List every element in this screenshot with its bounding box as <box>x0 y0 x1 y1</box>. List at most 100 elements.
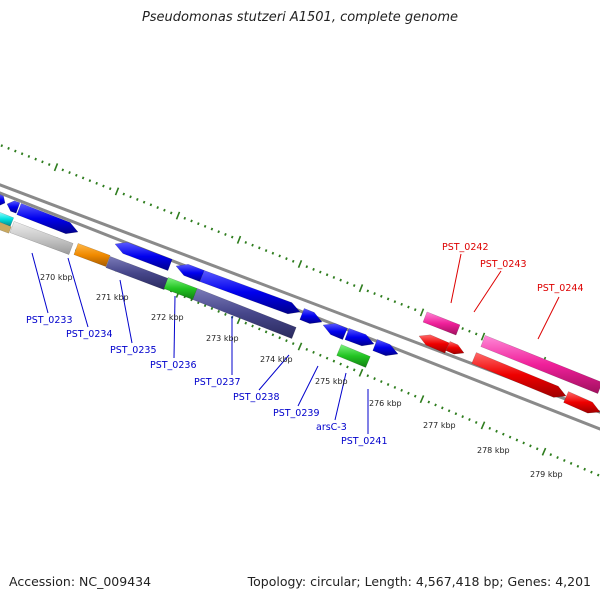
tick-mark <box>312 267 315 271</box>
tick-mark <box>480 421 486 430</box>
tick-mark <box>305 347 309 351</box>
tick-mark <box>20 152 24 156</box>
gene-label-pst-0237[interactable]: PST_0237 <box>194 377 241 388</box>
tick-mark <box>114 187 120 196</box>
tick-mark <box>312 350 315 354</box>
tick-mark <box>366 374 370 378</box>
tick-mark <box>393 300 397 304</box>
tick-mark <box>373 377 376 381</box>
leader-line <box>31 252 49 314</box>
tick-mark <box>576 464 580 468</box>
tick-mark <box>203 304 207 308</box>
tick-mark <box>129 195 132 199</box>
tick-mark <box>468 418 471 422</box>
tick-mark <box>461 415 464 419</box>
gene-label-pst-0239[interactable]: PST_0239 <box>273 408 320 419</box>
tick-mark <box>251 324 254 328</box>
gene-arrow <box>199 270 301 315</box>
tick-mark <box>596 473 600 477</box>
gene-arrow <box>0 194 6 206</box>
gene-arrow <box>9 221 74 255</box>
gene-track <box>0 194 600 414</box>
gene-label-arsc-3[interactable]: arsC-3 <box>316 422 347 433</box>
tick-mark <box>297 342 303 351</box>
tick-mark <box>508 435 512 439</box>
tick-mark <box>380 294 383 298</box>
tick-mark <box>332 275 336 279</box>
gene-label-pst-0242[interactable]: PST_0242 <box>442 242 489 253</box>
tick-mark <box>515 438 519 442</box>
tick-mark <box>0 144 4 148</box>
gene-arrow <box>6 200 21 214</box>
tick-mark <box>258 246 261 250</box>
tick-mark <box>441 406 444 410</box>
tick-mark <box>358 368 364 377</box>
tick-mark <box>535 447 539 451</box>
leader-line <box>173 295 176 359</box>
tick-mark <box>556 456 559 460</box>
tick-mark <box>495 429 498 433</box>
tick-mark <box>47 163 51 166</box>
gene-label-pst-0244[interactable]: PST_0244 <box>537 283 584 294</box>
tick-mark <box>149 203 153 207</box>
tick-mark <box>319 270 322 274</box>
tick-mark <box>285 257 288 261</box>
gene-arrow <box>372 339 399 356</box>
gene-label-pst-0233[interactable]: PST_0233 <box>26 315 73 326</box>
gene-arrow <box>0 222 12 234</box>
tick-mark <box>197 301 200 305</box>
tick-mark <box>332 359 336 363</box>
tick-mark <box>413 394 417 398</box>
tick-mark <box>230 235 234 239</box>
tick-mark <box>264 249 268 253</box>
tick-mark <box>278 254 281 258</box>
tick-mark <box>183 216 187 220</box>
tick-mark <box>68 171 71 175</box>
tick-mark <box>244 241 248 244</box>
tick-mark <box>258 327 261 331</box>
gene-label-pst-0238[interactable]: PST_0238 <box>233 392 280 403</box>
gene-label-pst-0234[interactable]: PST_0234 <box>66 329 113 340</box>
tick-mark <box>380 380 383 384</box>
tick-mark <box>346 281 349 285</box>
leader-line <box>258 354 290 391</box>
tick-mark <box>386 383 390 386</box>
gene-arrow <box>114 241 173 271</box>
leader-line <box>297 365 319 407</box>
tick-mark <box>136 198 139 201</box>
gene-arrow <box>422 311 461 336</box>
scale-labels: 270 kbp 271 kbp 272 kbp 273 kbp 274 kbp … <box>40 273 563 479</box>
tick-mark <box>102 184 105 188</box>
leader-line <box>67 257 89 328</box>
scale-label: 271 kbp <box>96 293 129 302</box>
tick-mark <box>461 327 464 330</box>
tick-mark <box>95 181 98 185</box>
tick-mark <box>419 308 425 317</box>
tick-mark <box>569 461 573 465</box>
gene-arrow <box>73 243 111 267</box>
tick-mark <box>352 368 356 372</box>
gene-arrow <box>563 391 600 414</box>
tick-mark <box>529 444 532 448</box>
tick-mark <box>175 211 181 220</box>
tick-mark <box>203 224 207 228</box>
gene-arrow <box>175 264 205 282</box>
scale-label: 276 kbp <box>369 399 402 408</box>
gene-arrow <box>16 203 79 234</box>
tick-mark <box>169 211 173 215</box>
tick-mark <box>217 230 220 234</box>
tick-mark <box>339 278 342 282</box>
tick-mark <box>156 206 159 209</box>
scale-label: 279 kbp <box>530 470 563 479</box>
genome-summary-text: Topology: circular; Length: 4,567,418 bp… <box>247 574 591 589</box>
gene-label-pst-0241[interactable]: PST_0241 <box>341 436 388 447</box>
gene-label-pst-0235[interactable]: PST_0235 <box>110 345 157 356</box>
gene-arrow <box>163 277 198 300</box>
gene-label-pst-0236[interactable]: PST_0236 <box>150 360 197 371</box>
tick-mark <box>541 447 547 456</box>
tick-mark <box>386 297 390 301</box>
tick-mark <box>407 391 410 395</box>
gene-label-pst-0243[interactable]: PST_0243 <box>480 259 527 270</box>
tick-mark <box>590 470 593 474</box>
